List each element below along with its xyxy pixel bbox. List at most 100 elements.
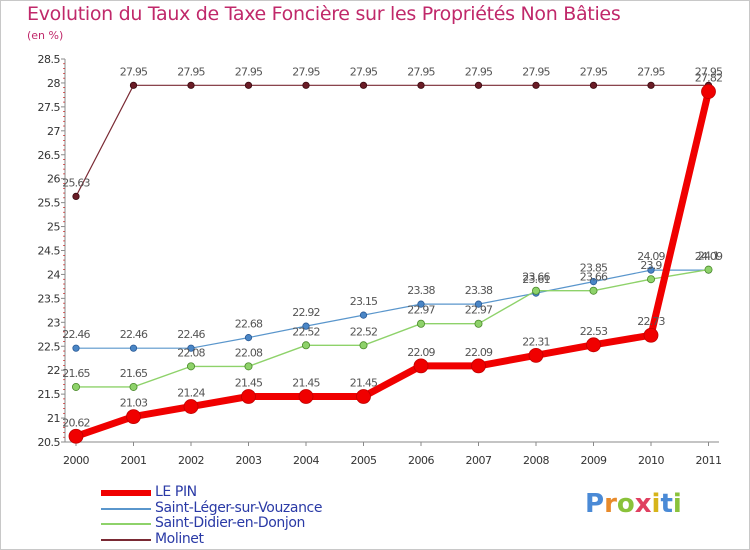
data-point — [589, 286, 598, 295]
data-point — [356, 389, 371, 404]
y-tick-label: 21 — [47, 412, 60, 425]
data-point — [589, 278, 598, 286]
data-point — [72, 382, 81, 391]
data-label: 22.31 — [522, 335, 550, 348]
data-point — [474, 319, 483, 328]
data-point — [532, 286, 541, 295]
data-point — [474, 300, 483, 308]
chart-axes: 20.5 21 21.5 22 22.5 23 23.5 24 24.5 25 25.5 26 26.5… — [38, 53, 723, 467]
y-tick-label: 24.5 — [38, 245, 61, 258]
data-label: 27.95 — [580, 65, 608, 78]
data-label: 23.9 — [640, 259, 662, 272]
logo-letter: i — [651, 489, 661, 519]
legend-swatch — [101, 523, 151, 525]
data-point — [589, 81, 598, 89]
data-label: 27.95 — [235, 65, 263, 78]
y-tick-label: 27.5 — [38, 101, 61, 114]
chart-title: Evolution du Taux de Taxe Foncière sur l… — [27, 3, 621, 25]
series-line — [75, 84, 709, 197]
data-point — [647, 275, 656, 284]
x-tick-label: 2011 — [696, 454, 722, 467]
data-point — [244, 81, 253, 89]
y-tick-label: 28.5 — [38, 53, 61, 66]
y-tick-label: 27 — [47, 125, 60, 138]
data-point — [301, 341, 310, 350]
x-tick-label: 2004 — [293, 454, 319, 467]
data-label: 22.09 — [407, 346, 435, 359]
data-point — [359, 311, 368, 319]
data-label: 23.66 — [580, 271, 608, 284]
data-point — [359, 341, 368, 350]
data-point — [471, 358, 486, 374]
data-point — [298, 389, 314, 404]
data-label: 21.65 — [120, 367, 148, 380]
data-point — [187, 81, 195, 89]
data-label: 21.45 — [350, 377, 378, 390]
data-label: 27.95 — [465, 65, 493, 78]
legend-item-molinet[interactable]: Molinet — [101, 531, 421, 548]
logo-letter: x — [634, 489, 652, 519]
series-line — [76, 269, 709, 349]
data-point — [244, 334, 253, 342]
legend-label: LE PIN — [155, 484, 197, 500]
data-label: 25.63 — [62, 176, 90, 189]
y-tick-label: 28 — [47, 77, 60, 90]
logo-letter: r — [604, 489, 617, 519]
logo-letter: i — [672, 489, 682, 519]
data-point — [186, 362, 195, 371]
data-point — [586, 337, 601, 353]
data-label: 27.95 — [350, 65, 378, 78]
y-tick-label: 26 — [47, 173, 60, 186]
data-label: 22.46 — [120, 328, 148, 341]
logo-letter: t — [660, 489, 673, 519]
y-tick-label: 25 — [47, 221, 60, 234]
data-label: 22.97 — [407, 304, 435, 317]
legend-item-le-pin[interactable]: LE PIN — [101, 484, 421, 501]
series-line — [76, 268, 709, 388]
data-point — [417, 300, 425, 308]
x-tick-label: 2001 — [121, 454, 147, 467]
data-point — [474, 81, 483, 89]
x-tick-label: 2007 — [466, 454, 492, 467]
data-point — [129, 344, 138, 352]
data-label: 22.09 — [465, 346, 493, 359]
legend-item-saint-didier-en-donjon[interactable]: Saint-Didier-en-Donjon — [101, 515, 421, 532]
data-point — [241, 389, 256, 404]
data-label: 23.38 — [407, 284, 435, 297]
legend-item-saint-leger-sur-vouzance[interactable]: Saint-Léger-sur-Vouzance — [101, 500, 421, 517]
x-tick-label: 2003 — [236, 454, 262, 467]
x-tick-label: 2000 — [63, 454, 89, 467]
data-point — [528, 347, 544, 363]
data-point — [532, 81, 540, 89]
series-lines — [74, 84, 712, 440]
y-tick-label: 20.5 — [38, 436, 61, 449]
data-point — [72, 344, 80, 352]
data-label: 22.97 — [465, 304, 493, 317]
data-label: 22.68 — [235, 318, 263, 331]
data-point — [244, 362, 253, 371]
data-point — [647, 81, 655, 89]
legend-swatch — [101, 490, 151, 496]
data-label: 27.95 — [292, 65, 320, 78]
data-label: 22.52 — [350, 325, 378, 338]
data-label: 24.09 — [637, 250, 665, 263]
data-label: 27.95 — [407, 65, 435, 78]
data-label: 27.95 — [695, 65, 723, 78]
y-tick-label: 21.5 — [38, 388, 61, 401]
logo-letter: o — [616, 489, 635, 519]
data-label: 23.38 — [465, 284, 493, 297]
series-points — [68, 81, 716, 444]
data-point — [302, 81, 310, 89]
data-point — [647, 266, 655, 274]
data-point — [704, 265, 713, 274]
data-label: 22.52 — [292, 325, 320, 338]
data-label: 23.15 — [350, 295, 378, 308]
data-point — [68, 428, 84, 444]
y-tick-label: 25.5 — [38, 197, 61, 210]
x-tick-label: 2006 — [408, 454, 434, 467]
y-tick-label: 24 — [47, 268, 60, 281]
data-point — [183, 399, 199, 414]
x-tick-label: 2009 — [581, 454, 607, 467]
